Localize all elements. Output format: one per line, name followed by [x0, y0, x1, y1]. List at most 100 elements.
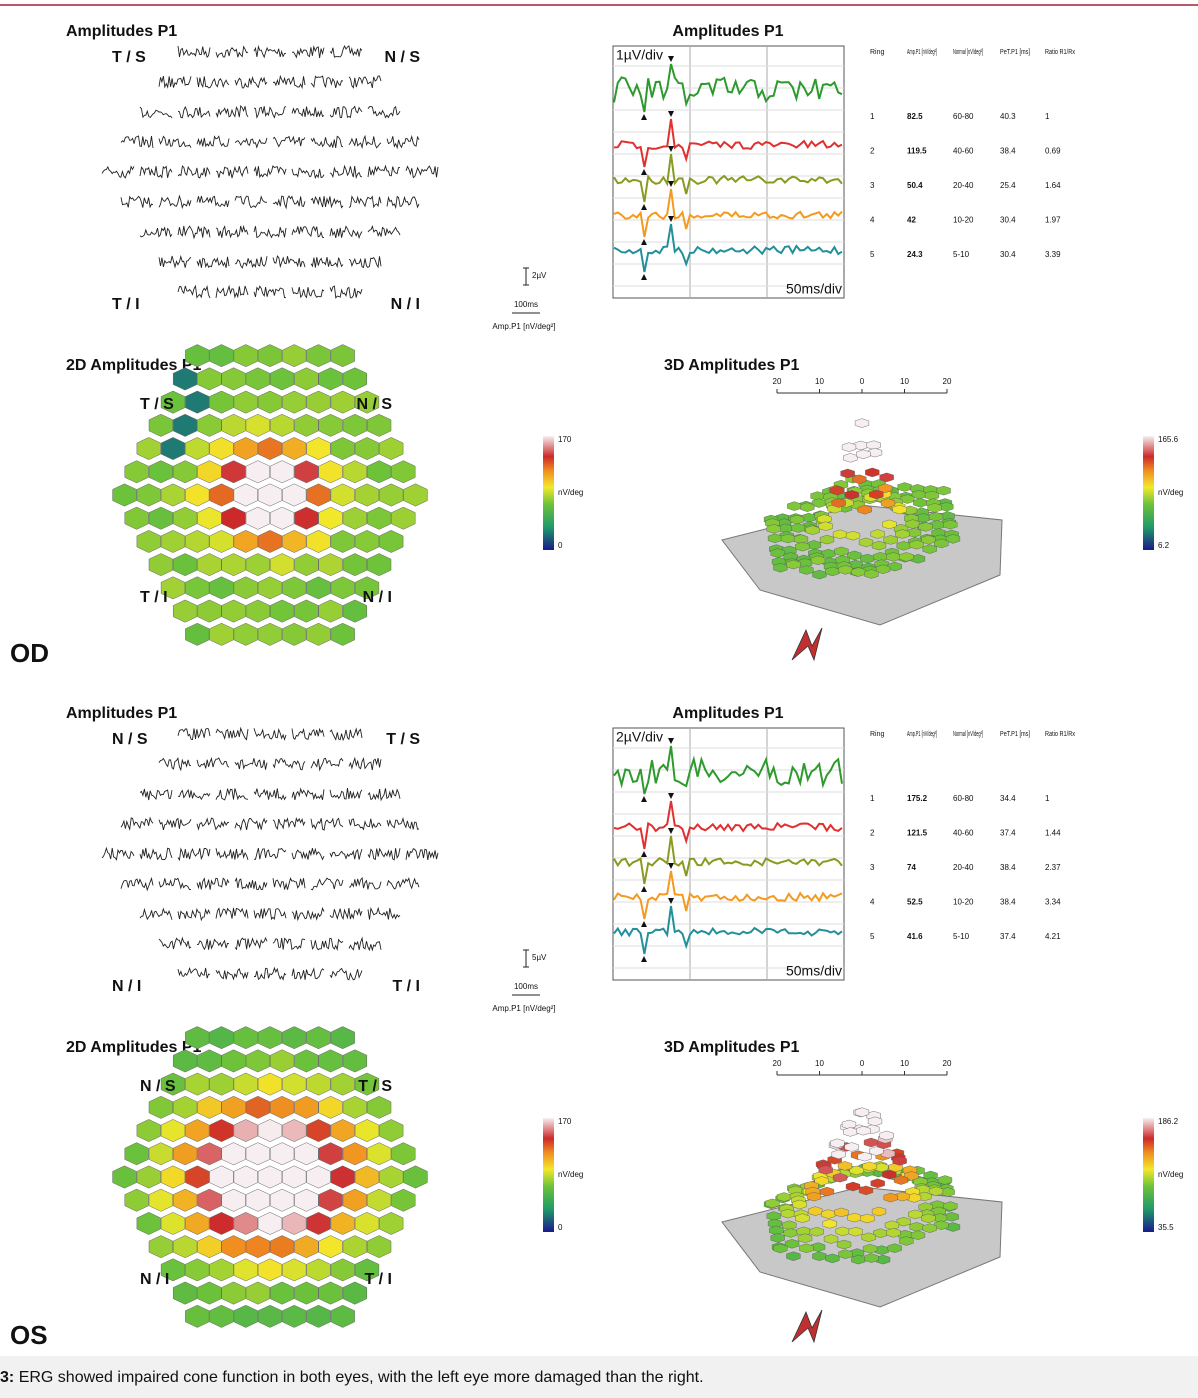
- table-cell: 60-80: [953, 112, 974, 121]
- map-cell: [137, 484, 161, 506]
- corner-label: N / I: [140, 1271, 169, 1288]
- map-cell: [270, 368, 294, 390]
- caption: 3: ERG showed impaired cone function in …: [0, 1369, 704, 1386]
- table-cell: 34.4: [1000, 794, 1016, 803]
- trace: [311, 257, 343, 268]
- map-cell: [392, 507, 416, 529]
- map-cell: [319, 414, 343, 436]
- trace: [349, 76, 381, 88]
- map-cell: [331, 1259, 355, 1281]
- trace: [216, 166, 248, 178]
- table-cell: 30.4: [1000, 216, 1016, 225]
- trace: [216, 728, 248, 739]
- map-cell: [113, 484, 137, 506]
- trace: [330, 166, 362, 177]
- map-cell: [125, 1143, 149, 1165]
- trace: [368, 226, 400, 236]
- map-cell: [258, 1212, 282, 1234]
- trace: [121, 879, 153, 890]
- map-cell: [210, 1119, 234, 1141]
- map-cell: [307, 345, 331, 367]
- map-cell: [137, 530, 161, 552]
- colorbar: [543, 436, 554, 550]
- map-cell: [125, 507, 149, 529]
- map-cell: [185, 1073, 209, 1095]
- map-cell: [295, 1236, 319, 1258]
- table-cell: 52.5: [907, 898, 923, 907]
- map-cell: [185, 623, 209, 645]
- map-cell: [367, 554, 391, 576]
- waveform-title: Amplitudes P1: [672, 23, 783, 40]
- trace: [254, 47, 286, 57]
- map-cell: [295, 554, 319, 576]
- waveform-y-scale: 2µV/div: [616, 729, 663, 745]
- orientation-icon: [792, 628, 822, 660]
- map-cell: [307, 1027, 331, 1049]
- table-cell: 175.2: [907, 794, 928, 803]
- map-cell: [295, 461, 319, 483]
- map-cell: [234, 484, 258, 506]
- trace: [330, 226, 362, 238]
- table-header-text: Normal [nV/deg²]: [953, 49, 983, 56]
- map-cell: [282, 1259, 306, 1281]
- map-cell: [222, 600, 246, 622]
- map-cell: [222, 414, 246, 436]
- trace: [121, 136, 153, 148]
- trace: [349, 197, 381, 208]
- trace: [178, 848, 210, 860]
- map-cell: [270, 507, 294, 529]
- map-cell: [258, 1259, 282, 1281]
- trace: [368, 166, 400, 177]
- map-cell: [270, 1282, 294, 1304]
- table-cell: 38.4: [1000, 898, 1016, 907]
- trace: [292, 729, 324, 740]
- map-cell: [222, 368, 246, 390]
- waveform-trace: [614, 154, 842, 202]
- waveform-trace: [614, 836, 842, 884]
- table-cell: 41.6: [907, 932, 923, 941]
- map-cell: [319, 1236, 343, 1258]
- trace: [216, 969, 248, 979]
- map-cell: [367, 1143, 391, 1165]
- trace: [273, 878, 305, 889]
- table-header-text: PeT.P1 [ms]: [1000, 49, 1030, 56]
- map-cell: [234, 530, 258, 552]
- map-cell: [319, 1282, 343, 1304]
- table-header: Normal [nV/deg²]: [953, 49, 983, 56]
- map-cell: [331, 1212, 355, 1234]
- surface-cell: [800, 503, 814, 512]
- trace: [197, 939, 229, 950]
- axis-tick-label: 0: [860, 1059, 865, 1068]
- map-cell: [331, 577, 355, 599]
- corner-label: T / S: [140, 396, 174, 413]
- trace: [235, 818, 267, 830]
- corner-label: T / S: [386, 731, 420, 748]
- trace: [273, 819, 305, 829]
- trace: [330, 788, 362, 799]
- trace: [235, 758, 267, 770]
- table-cell: 3.39: [1045, 250, 1061, 259]
- map-cell: [246, 414, 270, 436]
- trace: [178, 728, 210, 739]
- trace: [273, 196, 305, 208]
- waveform-trace: [614, 871, 842, 919]
- table-header-text: Normal [nV/deg²]: [953, 731, 983, 738]
- table-cell: 5: [870, 250, 875, 259]
- trace: [159, 76, 191, 88]
- map-cell: [258, 1305, 282, 1327]
- map-cell: [295, 1143, 319, 1165]
- map-cell: [246, 461, 270, 483]
- trace: [292, 789, 324, 800]
- map-cell: [198, 461, 222, 483]
- axis-tick-label: 20: [943, 1059, 952, 1068]
- map-cell: [149, 507, 173, 529]
- map-cell: [270, 1143, 294, 1165]
- map-cell: [185, 1166, 209, 1188]
- colorbar-label: 6.2: [1158, 541, 1170, 550]
- trace: [216, 47, 248, 58]
- map-cell: [149, 1143, 173, 1165]
- surface-cell: [913, 498, 927, 507]
- trace: [140, 107, 172, 118]
- colorbar-label: 165.6: [1158, 435, 1179, 444]
- waveform-trace: [614, 801, 842, 849]
